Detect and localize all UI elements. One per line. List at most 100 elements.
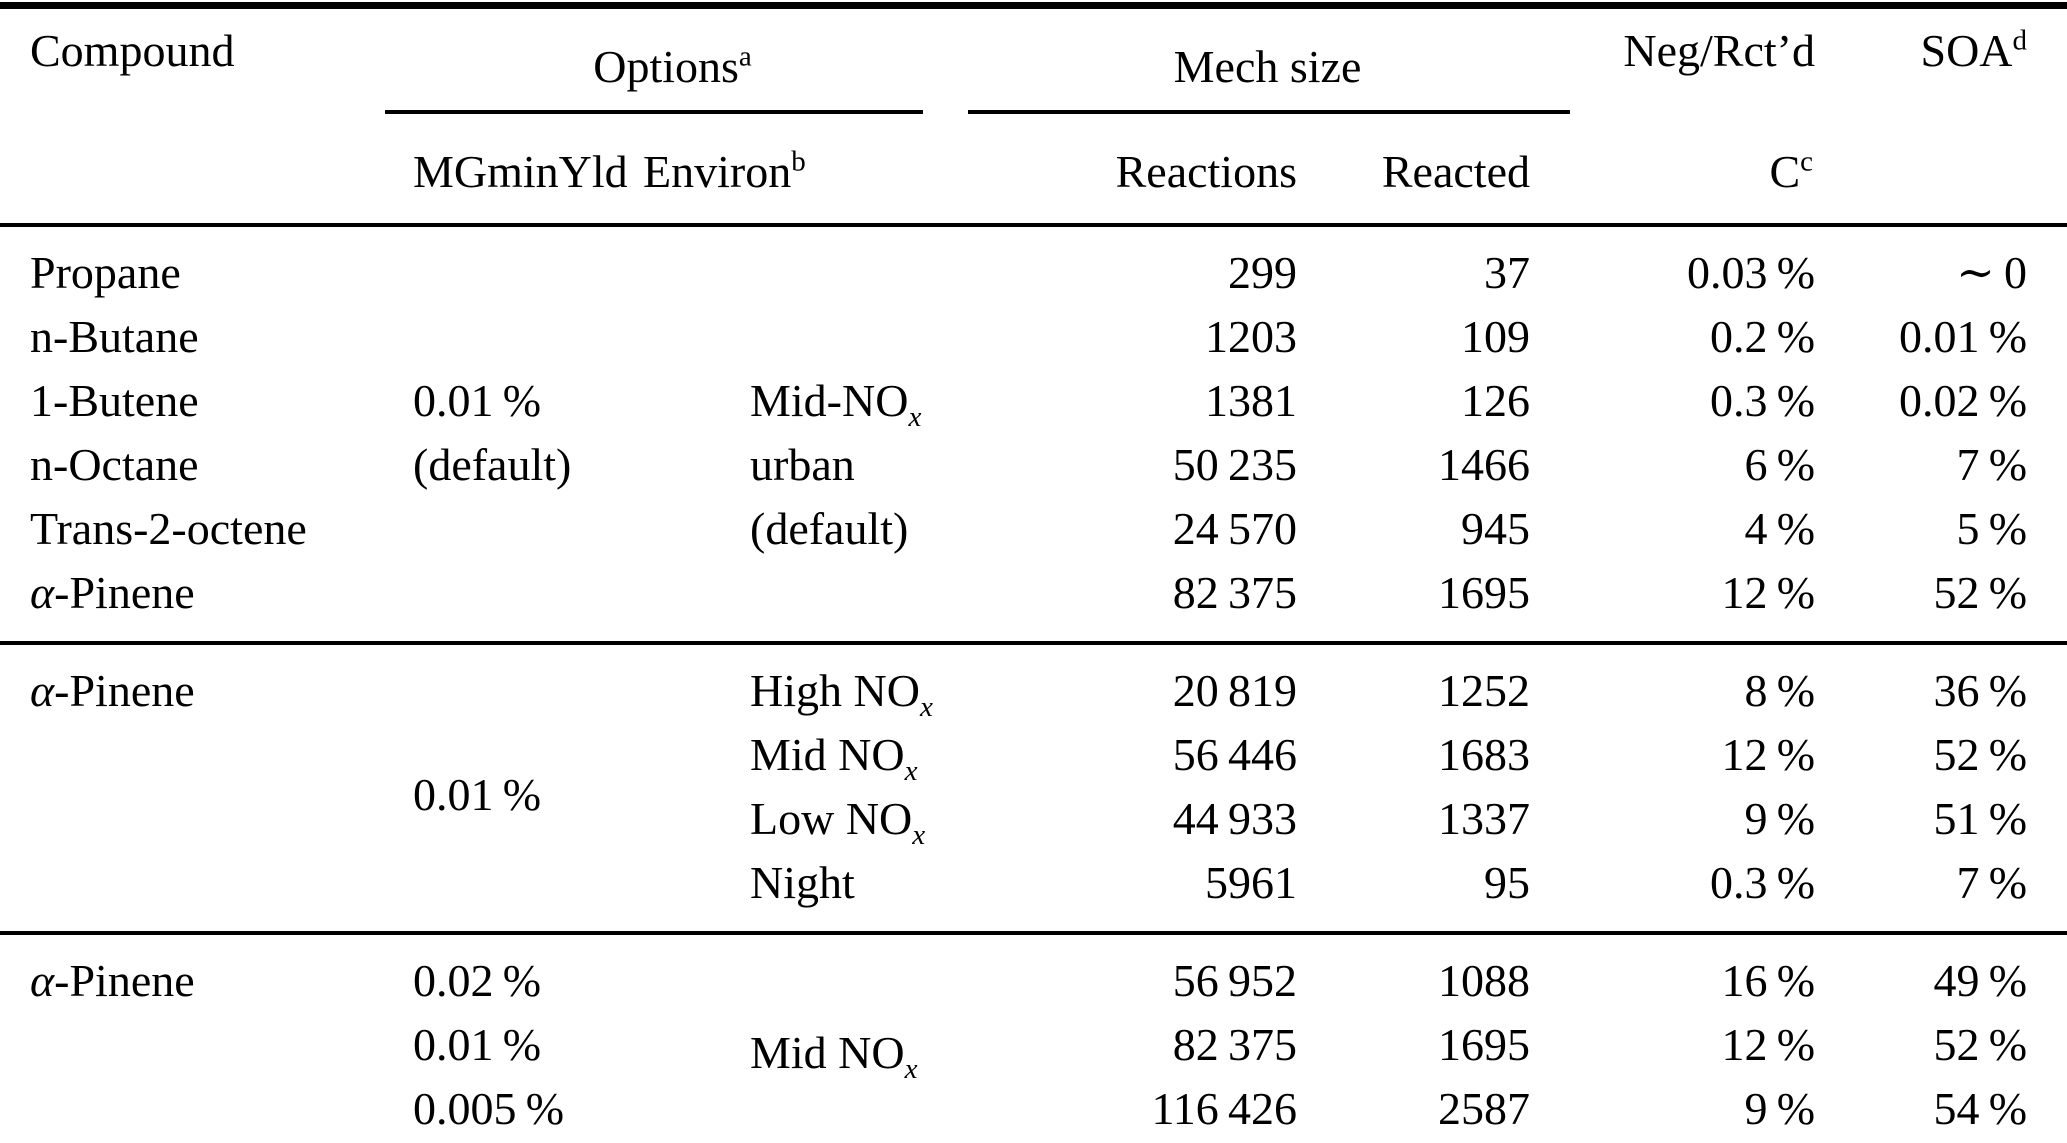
section-base-cases: Propane 299 37 0.03 % ∼ 0 n-Butane 1203 … [0, 225, 2067, 643]
cell-compound [0, 787, 385, 851]
cell-environ-span: Mid NOx [640, 931, 960, 1143]
cell-mgminyld: 0.01 % [413, 1018, 542, 1070]
cell-environ [640, 225, 960, 305]
cell-environ [640, 561, 960, 643]
cell-reactions: 1381 [1205, 374, 1297, 426]
table-header: Compound Optionsa Mech size Neg/Rct’d SO… [0, 6, 2067, 227]
cell-environ: Low NOx [750, 792, 926, 851]
cell-reacted: 1683 [1438, 728, 1531, 780]
cell-soa: 52 % [1933, 566, 2028, 618]
cell-neg-rctd: 12 % [1721, 1018, 1816, 1070]
cell-reactions: 56 446 [1172, 728, 1297, 780]
cell-reacted: 1695 [1438, 566, 1531, 618]
group-header-mech-size: Mech size [960, 6, 1575, 123]
header-spacer [0, 122, 385, 227]
cell-neg-rctd: 6 % [1744, 438, 1816, 490]
cell-soa: ∼ 0 [1956, 246, 2028, 298]
cell-neg-rctd: 0.3 % [1709, 374, 1816, 426]
table-row: Mid NOx 56 446 1683 12 % 52 % [0, 723, 2067, 787]
footnote-marker-c: c [1800, 145, 1814, 178]
cell-environ: Mid NOx [750, 728, 918, 787]
cell-reactions: 1203 [1205, 310, 1297, 362]
col-header-reacted: Reacted [1305, 122, 1576, 227]
table-row: 0.005 % 116 426 2587 9 % 54 % [0, 1077, 2067, 1143]
col-header-neg-rctd: Neg/Rct’d [1623, 25, 1816, 76]
cell-environ: Night [750, 856, 855, 908]
cell-environ: High NOx [640, 641, 960, 723]
cell-environ: (default) [750, 502, 909, 554]
cell-neg-rctd: 9 % [1744, 1082, 1816, 1134]
table-row: 0.01 % 82 375 1695 12 % 52 % [0, 1013, 2067, 1077]
cell-soa: 51 % [1933, 792, 2028, 844]
cell-reacted: 1337 [1438, 792, 1531, 844]
group-header-options-label: Options [593, 41, 739, 92]
cell-soa: 7 % [1956, 438, 2028, 490]
section-yield-thresholds: α-Pinene 0.02 % Mid NOx 56 952 1088 16 %… [0, 931, 2067, 1143]
cell-neg-rctd: 0.3 % [1709, 856, 1816, 908]
cell-neg-rctd: 0.03 % [1686, 246, 1816, 298]
options-underline [385, 109, 923, 114]
cell-reactions: 44 933 [1172, 792, 1297, 844]
section-environments: α-Pinene 0.01 % High NOx 20 819 1252 8 %… [0, 641, 2067, 933]
cell-reactions: 20 819 [960, 641, 1305, 723]
cell-reacted: 1466 [1438, 438, 1531, 490]
cell-compound [0, 723, 385, 787]
cell-compound [0, 851, 385, 933]
col-header-carbon: Cc [1575, 122, 1821, 227]
table-row: Low NOx 44 933 1337 9 % 51 % [0, 787, 2067, 851]
cell-reactions: 24 570 [1172, 502, 1297, 554]
footnote-marker-d: d [2012, 24, 2028, 57]
cell-compound [0, 1077, 385, 1143]
footnote-marker-a: a [738, 40, 752, 73]
cell-compound: α-Pinene [30, 566, 195, 618]
table-row: Night 5961 95 0.3 % 7 % [0, 851, 2067, 933]
cell-reactions: 50 235 [1172, 438, 1297, 490]
cell-neg-rctd: 16 % [1575, 931, 1821, 1013]
cell-reactions: 82 375 [1172, 1018, 1297, 1070]
cell-reacted: 1252 [1305, 641, 1576, 723]
cell-soa: 0.02 % [1898, 374, 2028, 426]
table-row: Trans-2-octene (default) 24 570 945 4 % … [0, 497, 2067, 561]
cell-neg-rctd: 12 % [1721, 566, 1816, 618]
table-row: 1-Butene 0.01 % Mid-NOx 1381 126 0.3 % 0… [0, 369, 2067, 433]
table-row: n-Butane 1203 109 0.2 % 0.01 % [0, 305, 2067, 369]
cell-mgminyld: 0.02 % [385, 931, 640, 1013]
cell-neg-rctd: 8 % [1575, 641, 1821, 723]
cell-compound: 1-Butene [30, 374, 199, 426]
cell-compound [0, 1013, 385, 1077]
cell-environ [640, 305, 960, 369]
cell-reactions: 116 426 [1151, 1082, 1297, 1134]
cell-soa: 5 % [1956, 502, 2028, 554]
cell-reacted: 945 [1461, 502, 1531, 554]
cell-compound: n-Butane [30, 310, 199, 362]
cell-reactions: 299 [1228, 246, 1297, 298]
table-row: α-Pinene 0.01 % High NOx 20 819 1252 8 %… [0, 641, 2067, 933]
cell-environ: urban [750, 438, 855, 490]
cell-reactions: 82 375 [1172, 566, 1297, 618]
cell-soa: 52 % [1933, 1018, 2028, 1070]
col-header-soa: SOAd [1920, 24, 2028, 76]
cell-reactions: 56 952 [960, 931, 1305, 1013]
cell-soa: 7 % [1956, 856, 2028, 908]
cell-soa: 0.01 % [1898, 310, 2028, 362]
cell-neg-rctd: 4 % [1744, 502, 1816, 554]
group-header-options: Optionsa [385, 6, 960, 123]
cell-compound: Trans-2-octene [30, 502, 307, 554]
col-header-mgminyld: MGminYld [385, 122, 640, 227]
cell-reacted: 1695 [1438, 1018, 1531, 1070]
cell-mgminyld: 0.01 % [413, 374, 542, 426]
cell-reacted: 37 [1484, 246, 1531, 298]
cell-neg-rctd: 12 % [1721, 728, 1816, 780]
group-header-mech-size-label: Mech size [1173, 41, 1362, 92]
cell-reacted: 95 [1484, 856, 1531, 908]
cell-reactions: 5961 [1205, 856, 1297, 908]
cell-soa: 52 % [1933, 728, 2028, 780]
col-header-environ: Environb [640, 122, 960, 227]
cell-soa: 36 % [1820, 641, 2067, 723]
cell-compound: α-Pinene [0, 641, 385, 723]
footnote-marker-b: b [791, 145, 806, 178]
cell-compound: α-Pinene [0, 931, 385, 1013]
cell-mgminyld: (default) [413, 438, 572, 490]
